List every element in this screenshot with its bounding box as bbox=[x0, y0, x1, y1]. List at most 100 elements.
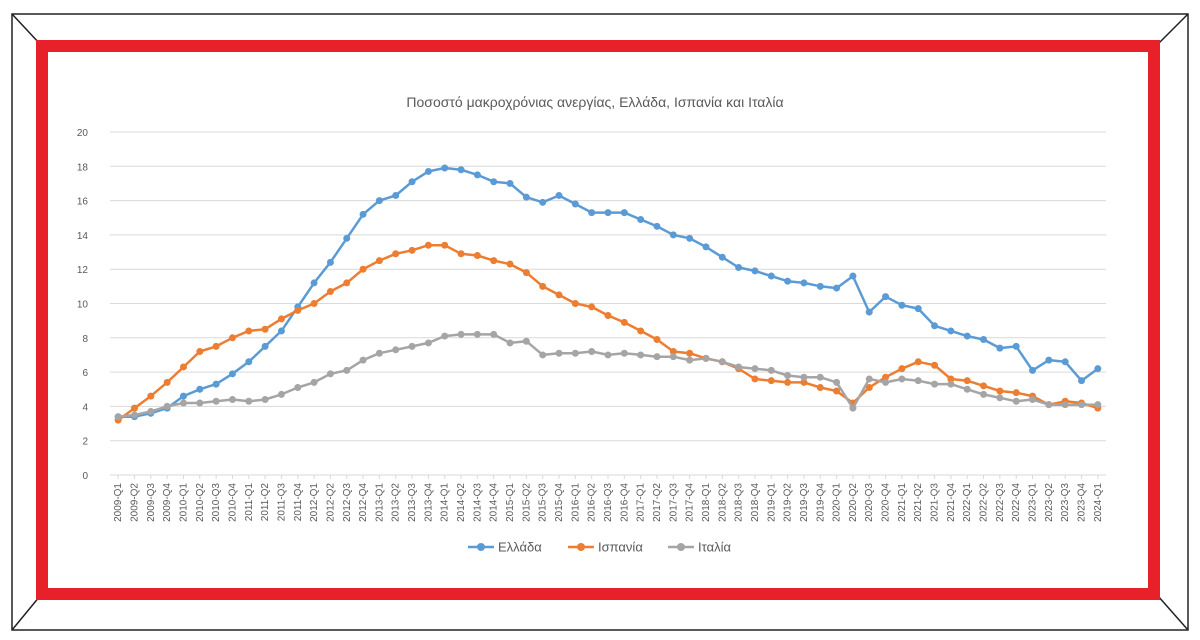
data-point bbox=[1045, 401, 1053, 409]
data-point bbox=[343, 234, 351, 242]
x-tick-label: 2011-Q1 bbox=[244, 483, 255, 522]
data-point bbox=[506, 260, 514, 268]
data-point bbox=[931, 361, 939, 369]
data-point bbox=[604, 209, 612, 217]
data-point bbox=[163, 378, 171, 386]
x-tick-label: 2015-Q4 bbox=[554, 483, 565, 522]
frame-bevel-top-right bbox=[1157, 13, 1189, 45]
x-tick-label: 2020-Q3 bbox=[864, 483, 875, 522]
data-point bbox=[261, 396, 269, 404]
data-point bbox=[147, 392, 155, 400]
x-tick-label: 2013-Q4 bbox=[423, 483, 434, 522]
gridlines bbox=[110, 131, 1106, 476]
data-point bbox=[196, 399, 204, 407]
data-point bbox=[326, 258, 334, 266]
data-point bbox=[261, 325, 269, 333]
data-point bbox=[816, 282, 824, 290]
data-point bbox=[212, 397, 220, 405]
data-point bbox=[147, 408, 155, 416]
x-tick-label: 2018-Q2 bbox=[717, 483, 728, 522]
data-point bbox=[179, 399, 187, 407]
chart-area: Ποσοστό μακροχρόνιας ανεργίας, Ελλάδα, Ι… bbox=[48, 52, 1146, 582]
frame-bevel-bottom-left bbox=[11, 595, 41, 631]
data-point bbox=[310, 378, 318, 386]
data-point bbox=[555, 349, 563, 357]
data-point bbox=[784, 277, 792, 285]
data-point bbox=[424, 339, 432, 347]
legend-item: Ελλάδα bbox=[468, 540, 542, 555]
x-tick-label: 2023-Q2 bbox=[1044, 483, 1055, 522]
x-tick-label: 2012-Q3 bbox=[342, 483, 353, 522]
data-point bbox=[490, 178, 498, 186]
data-point bbox=[1078, 401, 1086, 409]
data-point bbox=[653, 353, 661, 361]
x-tick-label: 2014-Q2 bbox=[456, 483, 467, 522]
data-point bbox=[359, 356, 367, 364]
legend-swatch-marker bbox=[477, 543, 485, 551]
x-tick-label: 2022-Q1 bbox=[962, 483, 973, 522]
legend: Ελλάδα Ισπανία Ιταλία bbox=[468, 540, 731, 555]
data-point bbox=[196, 385, 204, 393]
data-point bbox=[637, 351, 645, 359]
data-point bbox=[865, 308, 873, 316]
data-point bbox=[898, 301, 906, 309]
data-point bbox=[735, 263, 743, 271]
data-point bbox=[212, 342, 220, 350]
data-point bbox=[751, 267, 759, 275]
data-point bbox=[898, 375, 906, 383]
data-point bbox=[196, 348, 204, 356]
data-point bbox=[800, 378, 808, 386]
data-point bbox=[343, 279, 351, 287]
x-tick-label: 2010-Q1 bbox=[178, 483, 189, 522]
data-point bbox=[637, 215, 645, 223]
data-point bbox=[931, 322, 939, 330]
data-point bbox=[767, 272, 775, 280]
x-tick-label: 2013-Q2 bbox=[391, 483, 402, 522]
series-3 bbox=[114, 330, 1102, 421]
data-point bbox=[277, 390, 285, 398]
x-tick-label: 2017-Q3 bbox=[668, 483, 679, 522]
data-point bbox=[277, 327, 285, 335]
x-tick-label: 2009-Q2 bbox=[129, 483, 140, 522]
x-tick-label: 2019-Q4 bbox=[815, 483, 826, 522]
x-tick-label: 2014-Q4 bbox=[489, 483, 500, 522]
data-point bbox=[963, 377, 971, 385]
data-point bbox=[506, 339, 514, 347]
x-tick-label: 2010-Q2 bbox=[195, 483, 206, 522]
y-tick-label: 2 bbox=[82, 437, 88, 448]
x-tick-label: 2009-Q4 bbox=[162, 483, 173, 522]
x-tick-label: 2021-Q4 bbox=[946, 483, 957, 522]
data-point bbox=[816, 373, 824, 381]
data-point bbox=[767, 377, 775, 385]
data-point bbox=[620, 209, 628, 217]
data-point bbox=[980, 336, 988, 344]
x-tick-label: 2018-Q1 bbox=[701, 483, 712, 522]
data-point bbox=[604, 312, 612, 320]
data-point bbox=[718, 358, 726, 366]
data-point bbox=[359, 265, 367, 273]
x-tick-label: 2023-Q3 bbox=[1060, 483, 1071, 522]
x-tick-label: 2024-Q1 bbox=[1093, 483, 1104, 522]
data-point bbox=[784, 372, 792, 380]
data-point bbox=[882, 293, 890, 301]
legend-swatch-marker bbox=[677, 543, 685, 551]
x-tick-label: 2012-Q4 bbox=[358, 483, 369, 522]
data-point bbox=[228, 334, 236, 342]
x-tick-label: 2022-Q4 bbox=[1011, 483, 1022, 522]
data-point bbox=[310, 279, 318, 287]
data-point bbox=[473, 251, 481, 259]
y-tick-label: 12 bbox=[77, 265, 89, 276]
data-point bbox=[441, 332, 449, 340]
y-tick-label: 8 bbox=[82, 334, 88, 345]
legend-label: Ισπανία bbox=[598, 540, 643, 555]
data-point bbox=[555, 191, 563, 199]
data-point bbox=[702, 354, 710, 362]
x-tick-label: 2018-Q4 bbox=[750, 483, 761, 522]
data-point bbox=[1094, 401, 1102, 409]
data-point bbox=[457, 250, 465, 258]
line-chart: Ποσοστό μακροχρόνιας ανεργίας, Ελλάδα, Ι… bbox=[77, 94, 1106, 555]
x-tick-label: 2023-Q1 bbox=[1028, 483, 1039, 522]
data-point bbox=[637, 327, 645, 335]
data-point bbox=[963, 332, 971, 340]
data-point bbox=[833, 378, 841, 386]
